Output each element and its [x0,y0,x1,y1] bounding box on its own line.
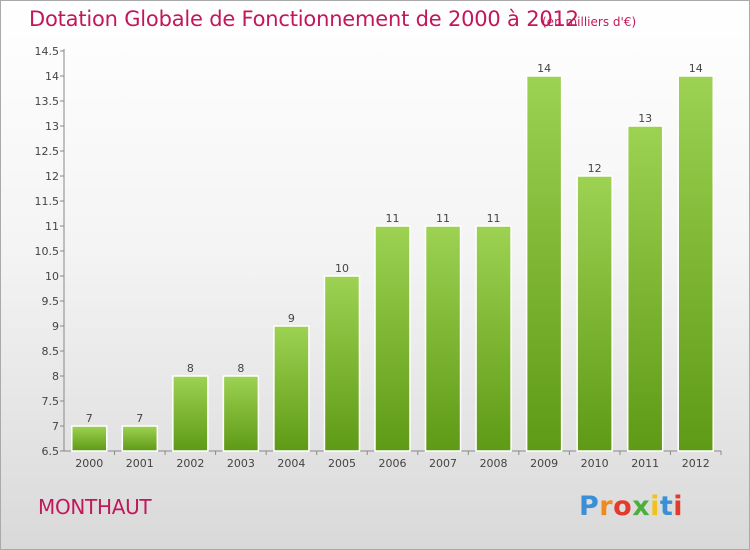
bar [323,275,361,452]
logo-letter: t [659,491,674,522]
y-tick-label: 14 [45,70,59,83]
bar-value-label: 14 [689,62,703,75]
y-tick-label: 9 [52,320,59,333]
y-tick-label: 10 [45,270,59,283]
y-tick-label: 12.5 [35,145,60,158]
chart-bars [71,75,714,452]
bar [121,425,159,452]
chart-labels: 7 7 8 8 9 10 11 11 11 14 12 13 14 [86,62,703,425]
bar-value-label: 11 [436,212,450,225]
y-tick-label: 13 [45,120,59,133]
bar [424,225,462,452]
y-tick-label: 6.5 [42,445,60,458]
bar-value-label: 11 [386,212,400,225]
bar [576,175,613,452]
x-tick-label: 2003 [227,457,255,470]
x-tick-label: 2005 [328,457,356,470]
chart-axes: 6.5 7 7.5 8 8.5 9 9.5 10 10.5 11 11.5 12 12.5 13 13.5 1… [35,45,722,470]
x-tick-label: 2001 [126,457,154,470]
y-tick-label: 8.5 [42,345,60,358]
bar-value-label: 7 [136,412,143,425]
x-tick-label: 2000 [75,457,103,470]
proxiti-logo[interactable]: Proxiti [579,491,683,522]
x-tick-label: 2009 [530,457,558,470]
bar-value-label: 12 [588,162,602,175]
bar-value-label: 13 [638,112,652,125]
y-tick-label: 8 [52,370,59,383]
bar [677,75,714,452]
x-tick-label: 2012 [682,457,710,470]
bar-value-label: 7 [86,412,93,425]
bar-value-label: 8 [187,362,194,375]
logo-letter: P [579,491,600,522]
y-tick-label: 9.5 [42,295,60,308]
logo-letter: i [673,491,684,522]
bar [222,375,260,452]
bar [374,225,411,452]
x-tick-label: 2002 [176,457,204,470]
x-tick-label: 2004 [277,457,305,470]
commune-name: MONTHAUT [38,495,152,519]
y-tick-label: 12 [45,170,59,183]
chart-subtitle: (en milliers d'€) [542,15,637,29]
bar [172,375,209,452]
chart-title: Dotation Globale de Fonctionnement de 20… [29,7,579,31]
y-tick-label: 14.5 [35,45,60,58]
bar-value-label: 11 [487,212,501,225]
bar-value-label: 14 [537,62,551,75]
bar [626,125,664,452]
bar-value-label: 9 [288,312,295,325]
logo-letter: x [632,491,651,522]
y-tick-label: 11.5 [35,195,60,208]
y-tick-label: 7.5 [42,395,60,408]
y-tick-label: 13.5 [35,95,60,108]
y-tick-label: 10.5 [35,245,60,258]
bar-value-label: 10 [335,262,349,275]
y-tick-label: 11 [45,220,59,233]
y-tick-label: 7 [52,420,59,433]
bar [525,75,563,452]
bar [71,425,108,452]
bar [475,225,512,452]
bar-value-label: 8 [237,362,244,375]
logo-letter: i [650,491,660,522]
logo-letter: o [613,491,633,522]
x-tick-label: 2011 [631,457,659,470]
x-tick-label: 2006 [379,457,407,470]
bar [273,325,310,452]
x-tick-label: 2010 [581,457,609,470]
x-tick-label: 2007 [429,457,457,470]
x-tick-label: 2008 [480,457,508,470]
logo-letter: r [599,491,614,522]
